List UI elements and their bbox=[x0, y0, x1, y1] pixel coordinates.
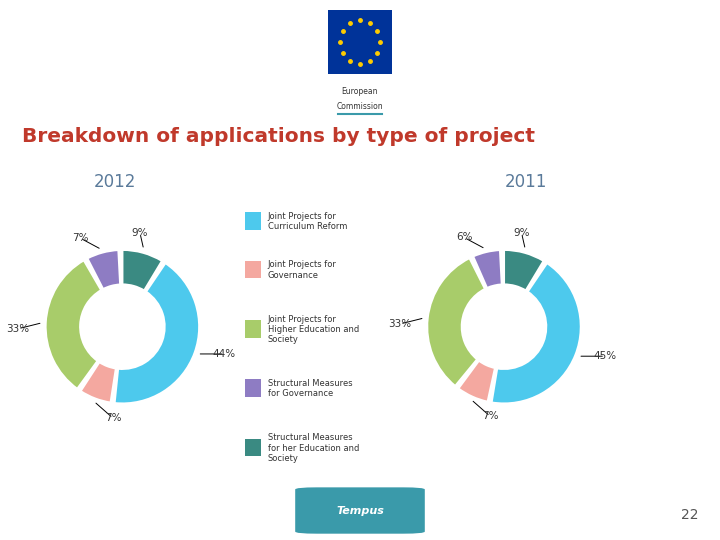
Bar bbox=[245, 261, 261, 278]
Text: Structural Measures
for Governance: Structural Measures for Governance bbox=[268, 379, 353, 399]
Wedge shape bbox=[122, 250, 162, 291]
Wedge shape bbox=[427, 258, 485, 386]
Text: Breakdown of applications by type of project: Breakdown of applications by type of pro… bbox=[22, 127, 534, 146]
Text: 45%: 45% bbox=[593, 351, 616, 361]
Bar bbox=[245, 379, 261, 397]
Text: Joint Projects for
Curriculum Reform: Joint Projects for Curriculum Reform bbox=[268, 212, 347, 231]
Text: 33%: 33% bbox=[6, 324, 30, 334]
Text: European: European bbox=[342, 87, 378, 96]
Wedge shape bbox=[459, 361, 495, 402]
Text: 7%: 7% bbox=[72, 233, 89, 243]
Wedge shape bbox=[114, 263, 199, 403]
Wedge shape bbox=[492, 263, 581, 403]
Wedge shape bbox=[504, 250, 544, 291]
FancyBboxPatch shape bbox=[295, 487, 425, 534]
Text: 9%: 9% bbox=[513, 228, 530, 238]
Bar bbox=[328, 10, 392, 75]
Text: 33%: 33% bbox=[389, 319, 412, 329]
Text: Commission: Commission bbox=[337, 102, 383, 111]
Wedge shape bbox=[87, 250, 120, 289]
Text: Joint Projects for
Governance: Joint Projects for Governance bbox=[268, 260, 337, 280]
Wedge shape bbox=[473, 250, 502, 288]
Wedge shape bbox=[81, 362, 116, 403]
Text: Tempus: Tempus bbox=[336, 505, 384, 516]
Text: 9%: 9% bbox=[132, 228, 148, 238]
Text: 44%: 44% bbox=[213, 349, 236, 359]
Bar bbox=[245, 438, 261, 456]
Bar bbox=[245, 320, 261, 338]
Wedge shape bbox=[45, 260, 102, 389]
Text: Joint Projects for
Higher Education and
Society: Joint Projects for Higher Education and … bbox=[268, 314, 359, 345]
Text: Structural Measures
for her Education and
Society: Structural Measures for her Education an… bbox=[268, 433, 359, 463]
Text: 7%: 7% bbox=[105, 413, 122, 423]
Bar bbox=[245, 212, 261, 230]
Text: 2011: 2011 bbox=[505, 173, 546, 191]
Text: 22: 22 bbox=[681, 509, 698, 522]
Text: 6%: 6% bbox=[456, 232, 472, 242]
Text: 7%: 7% bbox=[482, 411, 498, 421]
Text: 2012: 2012 bbox=[94, 173, 136, 191]
